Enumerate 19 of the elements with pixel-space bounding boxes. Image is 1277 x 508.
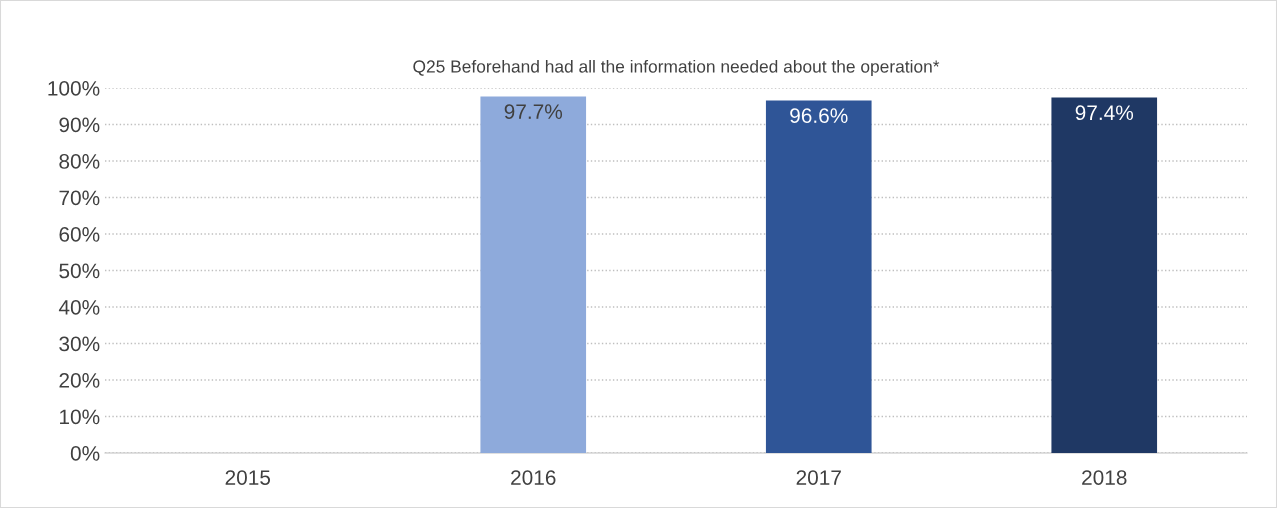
y-tick-label: 90%	[59, 117, 100, 133]
y-tick-label: 60%	[59, 227, 100, 242]
x-tick-label: 2015	[225, 470, 271, 485]
y-tick-label: 100%	[48, 81, 100, 96]
y-tick-label: 20%	[59, 373, 100, 388]
x-tick-label: 2018	[1082, 470, 1127, 485]
chart-title: Q25 Beforehand had all the information needed about the operation*	[413, 59, 940, 77]
data-label: 96.6%	[790, 108, 848, 124]
y-tick-label: 70%	[59, 190, 100, 206]
y-tick-label: 0%	[70, 446, 100, 461]
y-tick-label: 80%	[59, 154, 100, 169]
data-label: 97.7%	[504, 104, 563, 119]
y-tick-label: 40%	[58, 300, 100, 315]
y-tick-label: 10%	[60, 409, 100, 425]
x-tick-label: 2017	[796, 470, 841, 485]
x-tick-label: 2016	[511, 470, 556, 485]
y-tick-label: 30%	[59, 336, 100, 352]
y-tick-label: 50%	[59, 263, 100, 279]
data-label: 97.4%	[1075, 105, 1134, 121]
